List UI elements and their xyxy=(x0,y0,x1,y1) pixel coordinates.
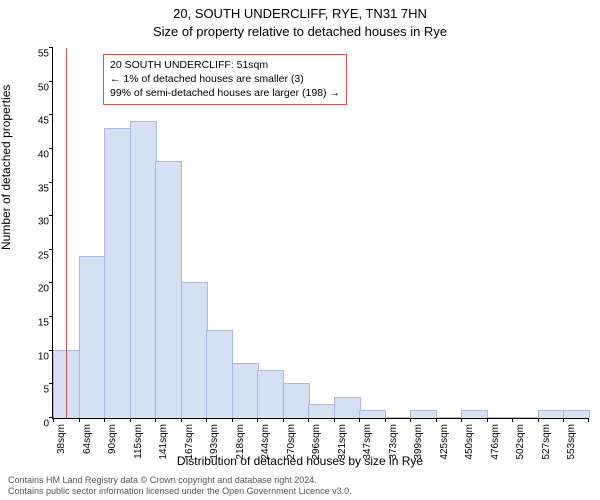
chart-container: 20, SOUTH UNDERCLIFF, RYE, TN31 7HN Size… xyxy=(0,0,600,500)
histogram-bar xyxy=(155,161,182,418)
x-tick-mark xyxy=(410,418,411,422)
footer-line: Contains public sector information licen… xyxy=(8,486,352,498)
x-tick-label: 64sqm xyxy=(82,424,93,454)
chart-subtitle: Size of property relative to detached ho… xyxy=(0,24,600,39)
y-tick-mark xyxy=(49,215,53,216)
chart-title: 20, SOUTH UNDERCLIFF, RYE, TN31 7HN xyxy=(0,6,600,21)
x-tick-mark xyxy=(359,418,360,422)
histogram-bar xyxy=(410,410,437,418)
x-tick-mark xyxy=(538,418,539,422)
y-tick-mark xyxy=(49,249,53,250)
annotation-line: 99% of semi-detached houses are larger (… xyxy=(110,86,340,100)
histogram-bar xyxy=(359,410,386,418)
y-tick-label: 5 xyxy=(23,385,49,396)
y-tick-mark xyxy=(49,316,53,317)
footer-attribution: Contains HM Land Registry data © Crown c… xyxy=(8,475,352,498)
x-tick-mark xyxy=(334,418,335,422)
histogram-bar xyxy=(232,363,259,418)
histogram-bar xyxy=(385,417,412,418)
x-tick-mark xyxy=(53,418,54,422)
histogram-bar xyxy=(181,282,208,418)
x-tick-mark xyxy=(232,418,233,422)
x-tick-mark xyxy=(588,418,589,422)
y-tick-label: 20 xyxy=(23,284,49,295)
y-tick-label: 0 xyxy=(23,419,49,430)
y-tick-label: 10 xyxy=(23,351,49,362)
property-marker-line xyxy=(66,48,67,418)
y-tick-label: 50 xyxy=(23,82,49,93)
x-tick-mark xyxy=(206,418,207,422)
plot-area: 20 SOUTH UNDERCLIFF: 51sqm ← 1% of detac… xyxy=(52,48,589,419)
x-tick-mark xyxy=(130,418,131,422)
y-tick-mark xyxy=(49,148,53,149)
annotation-line: 20 SOUTH UNDERCLIFF: 51sqm xyxy=(110,58,340,72)
annotation-line: ← 1% of detached houses are smaller (3) xyxy=(110,72,340,86)
histogram-bar xyxy=(283,383,310,418)
histogram-bar xyxy=(79,256,106,418)
x-tick-mark xyxy=(461,418,462,422)
x-tick-mark xyxy=(181,418,182,422)
x-tick-mark xyxy=(436,418,437,422)
x-tick-mark xyxy=(104,418,105,422)
x-tick-mark xyxy=(487,418,488,422)
y-tick-mark xyxy=(49,114,53,115)
histogram-bar xyxy=(538,410,565,418)
x-tick-label: 90sqm xyxy=(107,424,118,454)
y-tick-label: 55 xyxy=(23,49,49,60)
histogram-bar xyxy=(104,128,131,418)
histogram-bar xyxy=(512,417,539,418)
y-tick-label: 25 xyxy=(23,250,49,261)
x-tick-mark xyxy=(79,418,80,422)
y-tick-mark xyxy=(49,282,53,283)
x-tick-label: 38sqm xyxy=(56,424,67,454)
y-tick-label: 35 xyxy=(23,183,49,194)
x-tick-mark xyxy=(283,418,284,422)
y-tick-label: 40 xyxy=(23,149,49,160)
x-tick-mark xyxy=(563,418,564,422)
x-tick-mark xyxy=(512,418,513,422)
x-tick-mark xyxy=(257,418,258,422)
annotation-box: 20 SOUTH UNDERCLIFF: 51sqm ← 1% of detac… xyxy=(103,54,347,105)
x-tick-mark xyxy=(385,418,386,422)
y-tick-label: 30 xyxy=(23,217,49,228)
histogram-bar xyxy=(436,417,463,418)
y-tick-label: 15 xyxy=(23,318,49,329)
histogram-bar xyxy=(257,370,284,418)
y-axis-label: Number of detached properties xyxy=(0,85,13,250)
y-tick-label: 45 xyxy=(23,116,49,127)
x-axis-label: Distribution of detached houses by size … xyxy=(0,454,600,468)
histogram-bar xyxy=(563,410,590,418)
histogram-bar xyxy=(334,397,361,418)
histogram-bar xyxy=(130,121,157,418)
y-tick-mark xyxy=(49,81,53,82)
x-tick-mark xyxy=(155,418,156,422)
y-tick-mark xyxy=(49,182,53,183)
histogram-bar xyxy=(461,410,488,418)
footer-line: Contains HM Land Registry data © Crown c… xyxy=(8,475,352,487)
histogram-bar xyxy=(308,404,335,418)
x-tick-mark xyxy=(308,418,309,422)
y-tick-mark xyxy=(49,47,53,48)
histogram-bar xyxy=(206,330,233,418)
histogram-bar xyxy=(487,417,514,418)
